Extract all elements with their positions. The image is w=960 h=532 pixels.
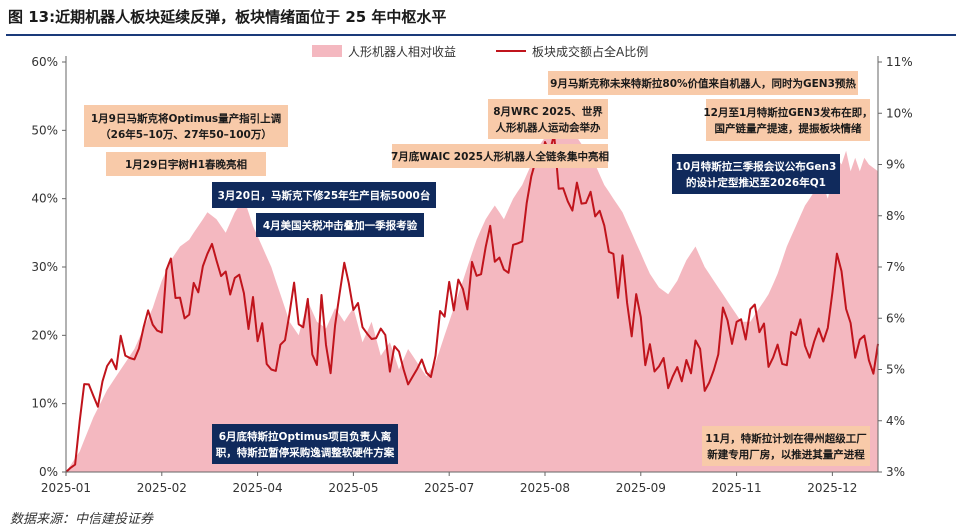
annotation-box	[672, 154, 840, 194]
annotation-box	[106, 152, 266, 176]
left-tick-label: 10%	[31, 397, 58, 411]
title-rule	[6, 34, 956, 36]
left-tick-label: 40%	[31, 192, 58, 206]
annotation-text: 国产链量产提速，提振板块情绪	[715, 122, 862, 135]
right-tick-label: 6%	[886, 311, 905, 325]
annotation-text: 1月9日马斯克将Optimus量产指引上调	[91, 112, 281, 125]
annotation-box	[702, 426, 870, 466]
x-tick-label: 2025-04	[233, 481, 283, 495]
right-tick-label: 8%	[886, 209, 905, 223]
annotation-box	[392, 144, 608, 168]
annotation-text: 9月马斯克称未来特斯拉80%价值来自机器人，同时为GEN3预热	[550, 77, 856, 90]
annotation-text: 1月29日宇树H1春晚亮相	[125, 158, 247, 171]
annotation-box	[84, 105, 288, 147]
left-tick-label: 50%	[31, 123, 58, 137]
right-tick-label: 5%	[886, 363, 905, 377]
source-note: 数据来源：中信建投证券	[10, 512, 154, 527]
x-tick-label: 2025-07	[424, 481, 474, 495]
annotation-text: 职，特斯拉暂停采购逸调整软硬件方案	[216, 446, 395, 459]
legend-line-label: 板块成交额占全A比例	[532, 44, 648, 59]
figure-title: 图 13:近期机器人板块延续反弹，板块情绪面位于 25 年中枢水平	[8, 8, 447, 26]
right-tick-label: 9%	[886, 158, 905, 172]
annotation-text: 6月底特斯拉Optimus项目负责人离	[219, 430, 392, 443]
right-tick-label: 4%	[886, 414, 905, 428]
x-tick-label: 2025-02	[137, 481, 187, 495]
x-tick-label: 2025-11	[712, 481, 762, 495]
annotation-text: 的设计定型推迟至2026年Q1	[686, 176, 826, 189]
legend-area-swatch	[312, 45, 342, 57]
right-tick-label: 10%	[886, 106, 913, 120]
annotation-text: 新建专用厂房，以推进其量产进程	[707, 448, 865, 461]
annotation-text: 4月美国关税冲击叠加一季报考验	[263, 219, 418, 232]
annotation-box	[706, 99, 870, 141]
annotation-box	[212, 424, 398, 464]
x-tick-label: 2025-01	[41, 481, 91, 495]
annotation-text: 7月底WAIC 2025人形机器人全链条集中亮相	[391, 150, 609, 163]
right-tick-label: 11%	[886, 55, 913, 69]
x-tick-label: 2025-12	[807, 481, 857, 495]
annotation-box	[256, 213, 424, 237]
left-tick-label: 60%	[31, 55, 58, 69]
annotation-text: 3月20日，马斯克下修25年生产目标5000台	[218, 189, 431, 202]
annotation-text: 8月WRC 2025、世界	[493, 105, 603, 118]
annotation-box	[548, 71, 858, 95]
x-tick-label: 2025-08	[520, 481, 570, 495]
annotation-box	[212, 182, 436, 208]
legend-area-label: 人形机器人相对收益	[348, 45, 456, 59]
annotation-text: （26年5–10万、27年50–100万）	[100, 128, 272, 141]
left-tick-label: 0%	[39, 465, 58, 479]
line-turnover-share	[65, 133, 879, 473]
right-tick-label: 7%	[886, 260, 905, 274]
left-tick-label: 20%	[31, 328, 58, 342]
left-tick-label: 30%	[31, 260, 58, 274]
annotation-text: 10月特斯拉三季报会议公布Gen3	[676, 160, 837, 173]
area-relative-return	[66, 116, 878, 472]
annotation-text: 12月至1月特斯拉GEN3发布在即，	[703, 106, 872, 119]
right-tick-label: 3%	[886, 465, 905, 479]
annotation-text: 11月，特斯拉计划在得州超级工厂	[705, 432, 867, 445]
x-tick-label: 2025-05	[328, 481, 378, 495]
annotation-box	[488, 99, 608, 139]
annotation-text: 人形机器人运动会举办	[496, 121, 601, 134]
x-tick-label: 2025-09	[616, 481, 666, 495]
